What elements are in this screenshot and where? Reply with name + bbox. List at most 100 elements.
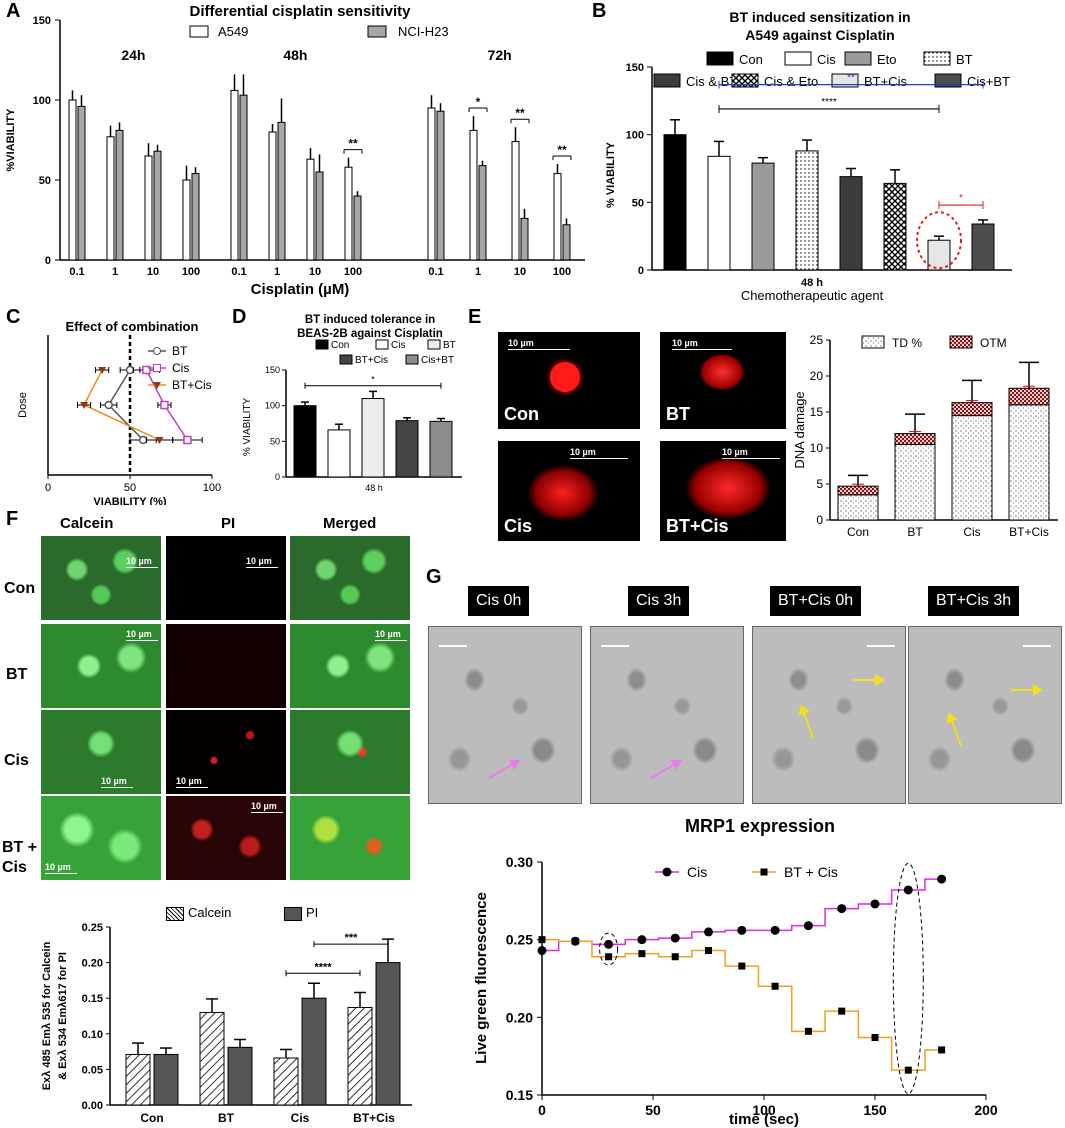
legend-label: Cis+BT bbox=[967, 74, 1010, 89]
x-axis-label: Cisplatin (µM) bbox=[251, 281, 350, 298]
chart-d: BT induced tolerance in BEAS-2B against C… bbox=[242, 314, 462, 493]
significance-label: * bbox=[959, 193, 963, 204]
data-point bbox=[637, 935, 647, 945]
scale-bar: 10 µm bbox=[508, 338, 570, 350]
image-title-cis-3h: Cis 3h bbox=[628, 586, 690, 616]
y-tick-label: 0.15 bbox=[506, 1087, 533, 1103]
data-point bbox=[704, 927, 713, 937]
legend-marker bbox=[153, 347, 161, 355]
comet-head bbox=[528, 465, 598, 521]
micrograph-pi-bt bbox=[166, 624, 286, 708]
chart-e: 0 5 10 15 20 25 DNA damage TD % OTM Con BT Cis BT+Ci… bbox=[792, 333, 1058, 539]
legend-swatch bbox=[339, 354, 353, 365]
significance-label: *** bbox=[345, 932, 359, 944]
bar-A549 bbox=[469, 129, 478, 261]
data-point bbox=[903, 885, 913, 895]
bar-NCI-H23 bbox=[77, 105, 86, 261]
chart-subtitle: A549 against Cisplatin bbox=[745, 27, 894, 43]
bar-NCI-H23 bbox=[115, 129, 124, 261]
bar-NCI-H23 bbox=[353, 195, 362, 261]
data-point bbox=[938, 1046, 946, 1054]
legend-swatch-pi bbox=[284, 907, 302, 921]
image-title-bt-cis-0h: BT+Cis 0h bbox=[770, 586, 862, 616]
bar-td bbox=[951, 415, 993, 521]
legend-label: BT+Cis bbox=[864, 74, 907, 89]
data-point bbox=[537, 946, 547, 956]
image-title-bt-cis-3h: BT+Cis 3h bbox=[928, 586, 1020, 616]
x-tick-label: 48 h bbox=[365, 483, 383, 493]
micrograph-calcein-bt-cis: 10 µm bbox=[41, 796, 161, 880]
series-line-BT+Cis bbox=[83, 369, 160, 441]
bar-Calcein bbox=[273, 1057, 299, 1106]
bar bbox=[795, 150, 819, 271]
phase-contrast-image-2 bbox=[590, 626, 744, 804]
bar-A549 bbox=[230, 89, 239, 261]
bar-A549 bbox=[511, 141, 520, 261]
panel-label-e: E bbox=[468, 306, 482, 328]
bar-A549 bbox=[182, 179, 191, 261]
legend-label: Cis bbox=[817, 52, 836, 67]
bar-NCI-H23 bbox=[153, 150, 162, 261]
x-tick-label: 100 bbox=[344, 266, 362, 278]
chart-title: BT induced tolerance in bbox=[305, 314, 435, 326]
bar-td bbox=[1008, 404, 1050, 521]
scale-bar bbox=[1023, 645, 1051, 647]
micrograph-pi-bt-cis: 10 µm bbox=[166, 796, 286, 880]
bar bbox=[293, 405, 317, 478]
scale-bar: 10 µm bbox=[375, 629, 407, 641]
bar-Calcein bbox=[199, 1011, 225, 1106]
column-header-pi: PI bbox=[221, 515, 236, 532]
bar-PI bbox=[227, 1046, 253, 1106]
significance-label: **** bbox=[821, 97, 837, 108]
y-tick-label: 0.05 bbox=[82, 1064, 103, 1076]
bar bbox=[395, 420, 419, 478]
data-point bbox=[98, 367, 107, 374]
data-point bbox=[104, 400, 113, 410]
y-tick-label: 0.20 bbox=[82, 958, 103, 970]
bar bbox=[327, 429, 351, 478]
bar bbox=[971, 223, 995, 271]
legend-swatch-calcein bbox=[166, 907, 184, 921]
arrow-icon bbox=[943, 710, 962, 747]
y-axis-label: Exλ 485 Emλ 535 for Calcein bbox=[41, 941, 53, 1090]
bar-A549 bbox=[344, 166, 353, 261]
x-tick-label: 1 bbox=[112, 266, 118, 278]
y-tick-label: 0.20 bbox=[506, 1009, 533, 1025]
panel-label-a: A bbox=[6, 0, 21, 22]
legend-label: Cis bbox=[172, 361, 189, 375]
bar-NCI-H23 bbox=[520, 217, 529, 261]
arrow-icon bbox=[1011, 684, 1043, 696]
arrow-icon bbox=[853, 674, 885, 686]
scale-bar: 10 µm bbox=[101, 776, 133, 788]
column-header-merged: Merged bbox=[323, 515, 377, 532]
legend-swatch bbox=[923, 51, 951, 66]
legend-marker bbox=[153, 364, 161, 372]
group-label: 24h bbox=[121, 47, 145, 63]
y-tick-label: 50 bbox=[632, 197, 644, 209]
legend-label: BT+Cis bbox=[172, 378, 212, 392]
y-axis-label: DNA damage bbox=[792, 391, 807, 468]
bar bbox=[429, 420, 453, 478]
x-tick-label: Con bbox=[140, 1111, 163, 1125]
x-tick-label: 48 h bbox=[801, 277, 823, 289]
scale-bar bbox=[867, 645, 895, 647]
legend-marker bbox=[662, 867, 672, 877]
y-tick-label: 0 bbox=[45, 255, 51, 267]
x-tick-label: 1 bbox=[475, 266, 481, 278]
scale-bar: 10 µm bbox=[126, 629, 158, 641]
legend-swatch bbox=[731, 73, 759, 88]
chart-a: Differential cisplatin sensitivity A549 NC… bbox=[5, 3, 585, 298]
data-point bbox=[871, 1034, 879, 1042]
legend-label: NCI-H23 bbox=[398, 24, 449, 39]
comet-head bbox=[700, 354, 744, 390]
phase-contrast-image-4 bbox=[908, 626, 1062, 804]
bar-Calcein bbox=[347, 1006, 373, 1106]
scale-bar bbox=[601, 645, 629, 647]
comet-image-bt: 10 µm BT bbox=[660, 332, 786, 429]
y-tick-label: 0.25 bbox=[506, 932, 533, 948]
scale-bar: 10 µm bbox=[722, 447, 780, 459]
tile-label: BT+Cis bbox=[666, 516, 729, 536]
bar bbox=[883, 182, 907, 271]
y-tick-label: 25 bbox=[810, 333, 824, 347]
x-tick-label: 1 bbox=[274, 266, 280, 278]
